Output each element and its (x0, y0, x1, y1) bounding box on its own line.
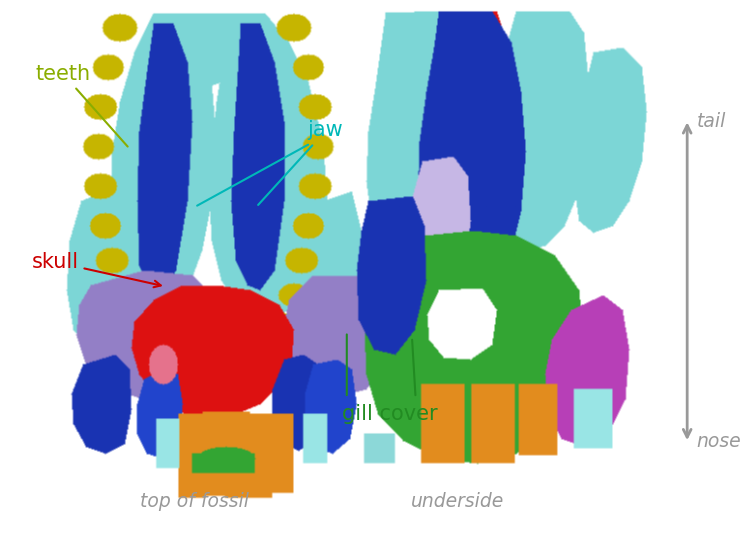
Text: top of fossil: top of fossil (140, 492, 249, 511)
Text: teeth: teeth (35, 64, 128, 146)
Text: nose: nose (697, 432, 741, 451)
Text: gill cover: gill cover (342, 404, 437, 424)
Text: tail: tail (697, 111, 726, 131)
Text: jaw: jaw (307, 120, 343, 140)
Text: underside: underside (411, 492, 504, 511)
Text: skull: skull (32, 252, 160, 287)
